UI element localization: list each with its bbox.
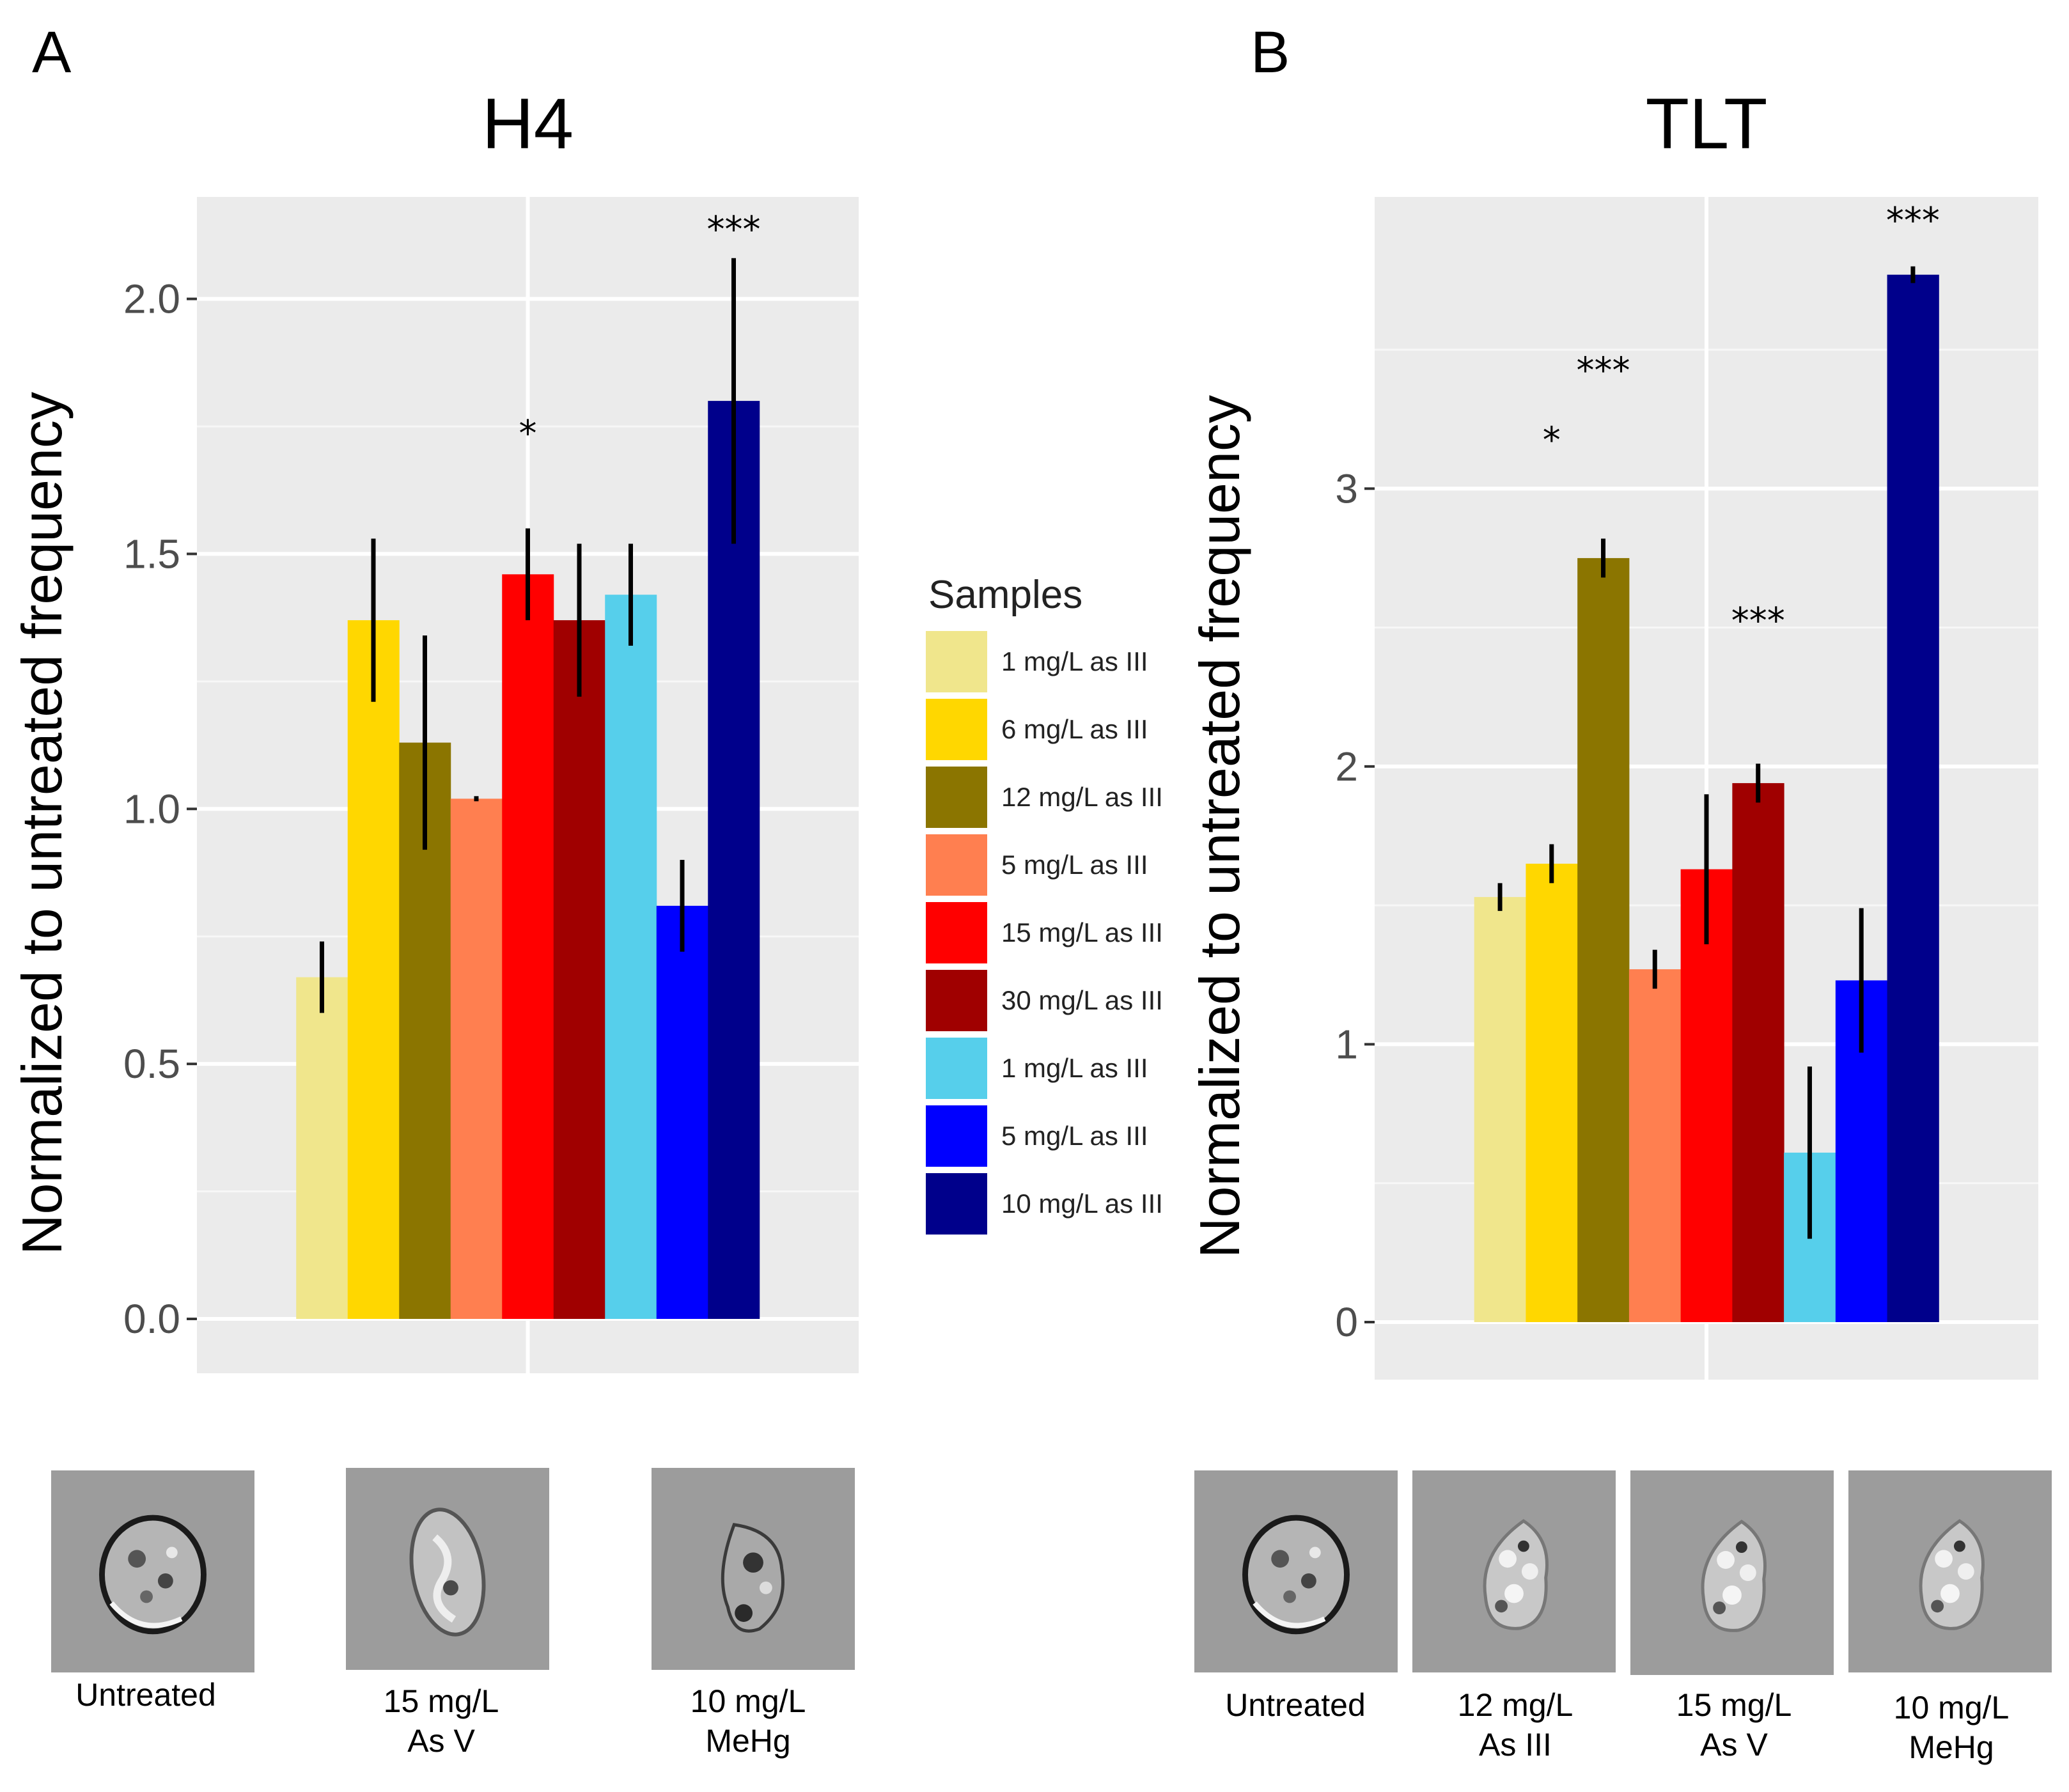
y-tick-label: 1.5 [123, 531, 180, 577]
legend-swatch [926, 1038, 987, 1099]
cell-micrograph [1412, 1470, 1616, 1672]
legend-item: 1 mg/L as III [926, 1034, 1163, 1102]
significance-marker: *** [1886, 200, 1940, 242]
legend-title: Samples [928, 573, 1083, 617]
cell-caption: 12 mg/L As III [1457, 1687, 1573, 1763]
y-axis-label: Normalized to untreated frequency [10, 392, 74, 1255]
legend-swatch [926, 834, 987, 896]
legend-label: 6 mg/L as III [1001, 714, 1148, 744]
bar [605, 595, 657, 1319]
bar [450, 799, 503, 1319]
significance-marker: * [519, 413, 537, 455]
y-tick-label: 0.5 [123, 1041, 180, 1087]
bar [1680, 869, 1733, 1322]
cell-caption: 10 mg/L MeHg [1893, 1690, 2010, 1765]
y-tick-label: 1 [1335, 1021, 1358, 1067]
bar [1887, 274, 1939, 1323]
legend-label: 1 mg/L as III [1001, 646, 1148, 676]
cell-micrograph [1194, 1470, 1398, 1672]
cell-micrograph [346, 1468, 549, 1670]
bar [1732, 783, 1784, 1322]
significance-marker: * [1543, 419, 1561, 461]
cell-caption: Untreated [75, 1677, 216, 1713]
cell-micrograph [1630, 1470, 1834, 1675]
legend-item: 15 mg/L as III [926, 899, 1163, 967]
cell-micrograph [51, 1470, 254, 1672]
legend-label: 5 mg/L as III [1001, 850, 1148, 880]
bar [708, 401, 760, 1320]
bar [1628, 969, 1682, 1322]
bar [656, 905, 708, 1319]
bar [347, 620, 400, 1319]
cell-caption: Untreated [1225, 1687, 1366, 1723]
chart-title: H4 [482, 84, 574, 164]
y-tick-label: 0 [1335, 1299, 1358, 1345]
legend-item: 30 mg/L as III [926, 967, 1163, 1034]
significance-marker: *** [1731, 600, 1785, 642]
cell-caption: 15 mg/L As V [1676, 1687, 1792, 1763]
legend-swatch [926, 767, 987, 828]
bar [1526, 863, 1578, 1322]
legend-label: 5 mg/L as III [1001, 1121, 1148, 1151]
legend-item: 12 mg/L as III [926, 763, 1163, 831]
y-tick-label: 2 [1335, 744, 1358, 790]
y-tick-label: 1.0 [123, 786, 180, 832]
panel-label-b: B [1251, 20, 1290, 85]
bar [502, 574, 554, 1320]
panel-label-a: A [32, 20, 72, 85]
y-tick-label: 3 [1335, 465, 1358, 511]
legend-item: 5 mg/L as III [926, 1102, 1163, 1170]
cell-caption: 15 mg/L As V [383, 1683, 499, 1759]
bar [553, 620, 605, 1319]
y-axis-label: Normalized to untreated frequency [1188, 395, 1251, 1258]
legend-item: 1 mg/L as III [926, 628, 1163, 696]
y-tick-label: 0.0 [123, 1296, 180, 1342]
legend-swatch [926, 699, 987, 760]
legend-swatch [926, 1105, 987, 1167]
legend-swatch [926, 1173, 987, 1235]
legend-label: 30 mg/L as III [1001, 985, 1163, 1015]
bar [296, 977, 348, 1319]
cell-caption: 10 mg/L MeHg [690, 1683, 806, 1759]
bar [1577, 557, 1630, 1323]
legend-label: 1 mg/L as III [1001, 1053, 1148, 1083]
legend-swatch [926, 631, 987, 692]
cell-micrograph [652, 1468, 855, 1670]
legend: Samples 1 mg/L as III 6 mg/L as III 12 mg/… [926, 572, 1163, 1238]
legend-label: 15 mg/L as III [1001, 917, 1163, 947]
legend-item: 10 mg/L as III [926, 1170, 1163, 1238]
legend-label: 10 mg/L as III [1001, 1188, 1163, 1219]
significance-marker: *** [707, 209, 761, 251]
legend-swatch [926, 970, 987, 1031]
legend-label: 12 mg/L as III [1001, 782, 1163, 812]
cell-micrograph [1848, 1470, 2052, 1672]
legend-item: 6 mg/L as III [926, 696, 1163, 763]
legend-swatch [926, 902, 987, 963]
y-tick-label: 2.0 [123, 276, 180, 322]
significance-marker: *** [1577, 350, 1630, 392]
legend-item: 5 mg/L as III [926, 831, 1163, 899]
chart-title: TLT [1646, 84, 1768, 164]
bar [1474, 897, 1526, 1322]
